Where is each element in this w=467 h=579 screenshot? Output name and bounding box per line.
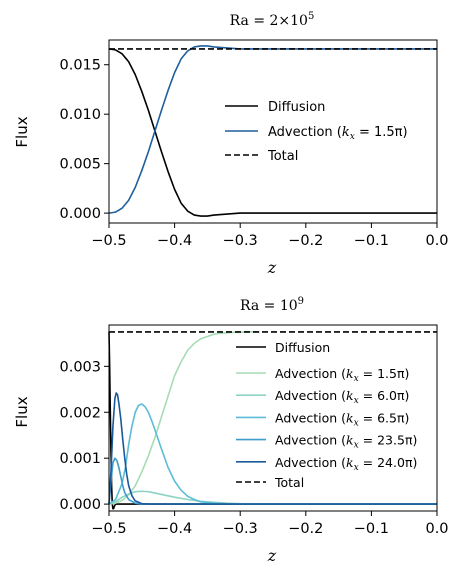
xtick-label: −0.5 bbox=[91, 521, 126, 537]
legend-label-diffusion: Diffusion bbox=[268, 100, 325, 115]
chart-bottom-legend: Diffusion Advection (kx = 1.5π)Advection… bbox=[236, 340, 417, 490]
ytick-label: 0.001 bbox=[59, 451, 101, 467]
xtick-label: −0.1 bbox=[354, 521, 389, 537]
legend2-label-advection-k-x-1-5: Advection (kx = 1.5π) bbox=[275, 366, 409, 384]
xtick-label: −0.3 bbox=[223, 521, 258, 537]
chart-bottom-frame bbox=[108, 324, 438, 512]
chart-bottom-xlabel: z bbox=[267, 546, 277, 565]
chart-bottom-series bbox=[108, 331, 437, 510]
chart-top-frame bbox=[108, 39, 438, 224]
ytick-label: 0.002 bbox=[59, 405, 101, 421]
chart-bottom-xticks: −0.5 −0.4 −0.3 −0.2 −0.1 0.0 bbox=[91, 511, 449, 537]
xtick-label: −0.4 bbox=[157, 233, 192, 249]
chart-top-ylabel: Flux bbox=[13, 116, 31, 147]
ytick-label: 0.010 bbox=[59, 107, 101, 123]
series-line-advection-k-x-24-0 bbox=[108, 392, 437, 505]
xtick-label: −0.1 bbox=[354, 233, 389, 249]
chart-top-title: Ra = 2×105 bbox=[230, 11, 315, 29]
xtick-label: −0.2 bbox=[288, 521, 323, 537]
series-line-diffusion bbox=[108, 48, 437, 217]
chart-top-xlabel: z bbox=[267, 258, 277, 277]
series-line-advection-k-x-1-5 bbox=[108, 45, 437, 214]
legend2-label-advection-k-x-6-0: Advection (kx = 6.0π) bbox=[275, 388, 409, 406]
chart-top-series bbox=[108, 45, 437, 217]
legend-label-total: Total bbox=[267, 149, 298, 164]
legend2-label-diffusion: Diffusion bbox=[275, 340, 330, 355]
legend2-label-advection-k-x-24-0: Advection (kx = 24.0π) bbox=[275, 455, 417, 473]
chart-bottom-title: Ra = 109 bbox=[240, 296, 304, 314]
xtick-label: 0.0 bbox=[425, 521, 448, 537]
chart-bottom-yticks: 0.000 0.001 0.002 0.003 bbox=[59, 359, 109, 513]
legend-label-advection: Advection (kx = 1.5π) bbox=[268, 125, 408, 142]
xtick-label: −0.5 bbox=[91, 233, 126, 249]
ytick-label: 0.015 bbox=[59, 58, 101, 74]
ytick-label: 0.000 bbox=[59, 206, 101, 222]
xtick-label: −0.2 bbox=[288, 233, 323, 249]
chart-top-yticks: 0.000 0.005 0.010 0.015 bbox=[59, 58, 109, 222]
chart-top-legend: Diffusion Advection (kx = 1.5π) Total bbox=[225, 100, 408, 164]
ytick-label: 0.003 bbox=[59, 359, 101, 375]
legend2-advection-entries: Advection (kx = 1.5π) Advection (kx = 6.0… bbox=[236, 366, 417, 473]
chart-top-xticks: −0.5 −0.4 −0.3 −0.2 −0.1 0.0 bbox=[91, 223, 449, 249]
xtick-label: −0.4 bbox=[157, 521, 192, 537]
chart-bottom-ylabel: Flux bbox=[13, 396, 31, 427]
series-line-advection-k-x-1-5 bbox=[108, 331, 260, 505]
legend2-label-advection-k-x-6-5: Advection (kx = 6.5π) bbox=[275, 410, 409, 428]
legend2-label-advection-k-x-23-5: Advection (kx = 23.5π) bbox=[275, 433, 417, 451]
ytick-label: 0.000 bbox=[59, 497, 101, 513]
xtick-label: −0.3 bbox=[223, 233, 258, 249]
chart-bottom: Ra = 109 Flux z 0.000 0.001 0.002 0.003 −0.… bbox=[13, 296, 449, 565]
legend2-label-total: Total bbox=[274, 475, 304, 490]
chart-top: Ra = 2×105 Flux z 0.000 0.005 0.010 0.015 −… bbox=[13, 11, 449, 277]
ytick-label: 0.005 bbox=[59, 157, 101, 173]
xtick-label: 0.0 bbox=[425, 233, 448, 249]
series-line-advection-k-x-6-0 bbox=[108, 490, 437, 505]
